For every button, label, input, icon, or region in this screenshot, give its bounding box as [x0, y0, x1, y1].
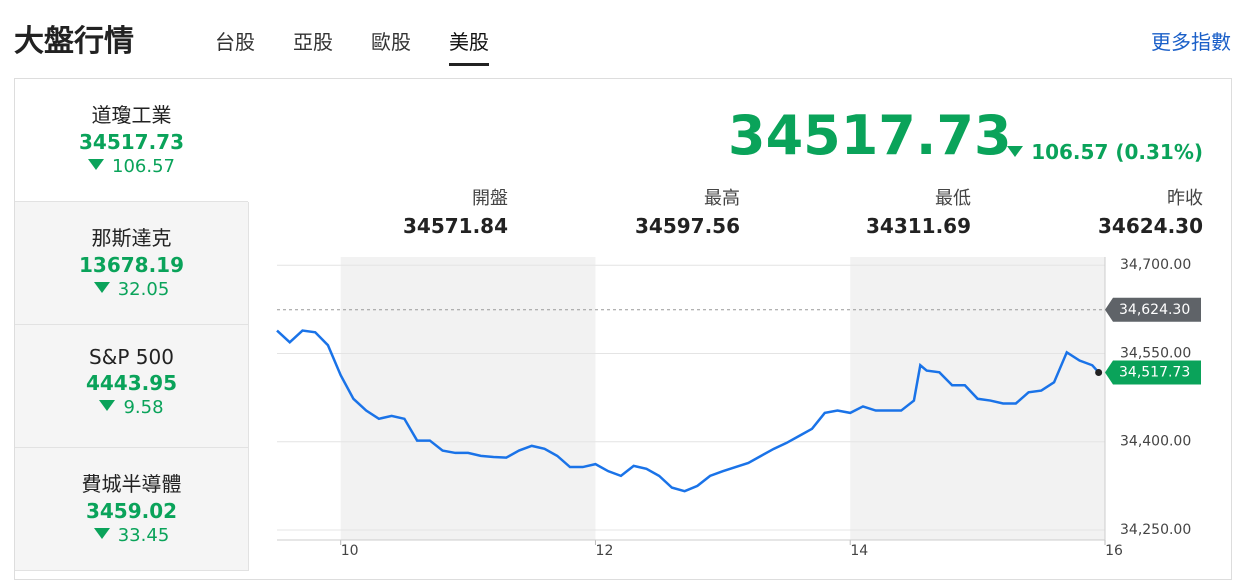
- index-value: 13678.19: [78, 253, 184, 277]
- index-change: 9.58: [15, 397, 248, 418]
- stat-value: 34311.69: [865, 214, 971, 238]
- index-item[interactable]: S&P 500 4443.95 9.58: [15, 325, 249, 448]
- stat-label: 最低: [935, 188, 971, 209]
- stat: 開盤 34571.84: [368, 184, 508, 238]
- more-link[interactable]: 更多指數: [1151, 30, 1231, 54]
- change-text: 106.57: [112, 156, 175, 177]
- stat-value: 34597.56: [634, 214, 740, 238]
- index-name: 那斯達克: [91, 226, 172, 250]
- x-tick-label: 12: [596, 543, 614, 559]
- index-name: 費城半導體: [81, 472, 182, 496]
- stat-value: 34624.30: [1097, 214, 1203, 238]
- index-change: 106.57: [15, 156, 248, 177]
- price-change: 106.57 (0.31%): [1007, 140, 1203, 164]
- tab[interactable]: 歐股: [371, 30, 411, 54]
- page-title: 大盤行情: [14, 24, 134, 59]
- last-price-box: [1105, 360, 1201, 385]
- y-tick-label: 34,400.00: [1120, 434, 1191, 450]
- index-name: S&P 500: [89, 345, 174, 369]
- y-tick-label: 34,250.00: [1120, 522, 1191, 538]
- index-change: 32.05: [15, 279, 248, 300]
- reference-label: 34,624.30: [1119, 302, 1190, 318]
- last-price-label: 34,517.73: [1119, 364, 1190, 380]
- stat: 昨收 34624.30: [1063, 184, 1203, 238]
- y-tick-label: 34,550.00: [1120, 345, 1191, 361]
- session-band: [340, 257, 596, 540]
- x-tick-label: 16: [1105, 543, 1123, 559]
- stat-label: 昨收: [1167, 188, 1203, 209]
- index-item[interactable]: 道瓊工業 34517.73 106.57: [15, 79, 248, 202]
- x-tick-label: 14: [850, 543, 868, 559]
- stat: 最低 34311.69: [831, 184, 971, 238]
- stat-label: 最高: [704, 188, 740, 209]
- index-value: 3459.02: [85, 499, 178, 523]
- change-text: 106.57 (0.31%): [1031, 140, 1203, 164]
- stat-label: 開盤: [472, 188, 508, 209]
- x-tick-label: 10: [341, 543, 359, 559]
- tab[interactable]: 亞股: [293, 30, 333, 54]
- index-item[interactable]: 費城半導體 3459.02 33.45: [15, 448, 249, 571]
- index-value: 34517.73: [78, 130, 184, 154]
- tab[interactable]: 台股: [215, 30, 255, 54]
- tab-active[interactable]: 美股: [449, 26, 489, 66]
- stat-value: 34571.84: [402, 214, 508, 238]
- last-dot: [1095, 368, 1103, 376]
- reference-box: [1105, 297, 1201, 322]
- index-name: 道瓊工業: [91, 103, 172, 127]
- change-text: 33.45: [117, 525, 170, 546]
- y-tick-label: 34,700.00: [1120, 257, 1191, 273]
- price-line: [276, 329, 1100, 493]
- price: 34517.73: [728, 104, 1012, 167]
- change-text: 9.58: [123, 397, 164, 418]
- index-item[interactable]: 那斯達克 13678.19 32.05: [15, 202, 249, 325]
- stat: 最高 34597.56: [600, 184, 740, 238]
- index-value: 4443.95: [85, 371, 178, 395]
- index-change: 33.45: [15, 525, 248, 546]
- change-text: 32.05: [117, 279, 170, 300]
